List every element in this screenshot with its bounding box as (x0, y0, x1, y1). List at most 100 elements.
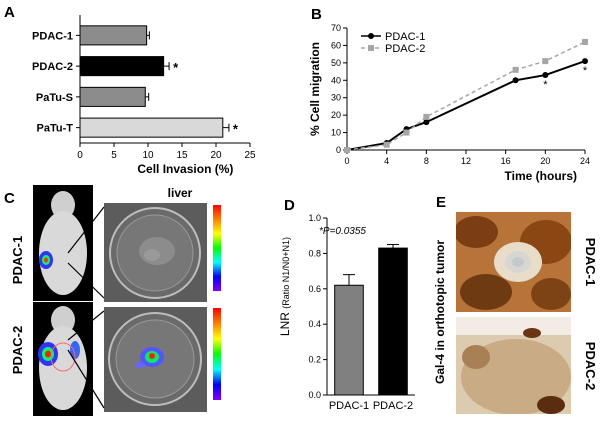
data-point-pdac-2 (403, 129, 410, 136)
bar-pdac-2 (79, 56, 165, 77)
legend-marker (368, 33, 374, 39)
x-tick-label-pdac-2: PDAC-2 (373, 400, 413, 412)
panel-c-liver-label-svg: liver (168, 186, 193, 200)
y-tick-label: 50 (331, 58, 341, 68)
y-tick-label: 0.0 (308, 390, 321, 400)
legend-label-pdac-2: PDAC-2 (385, 43, 425, 55)
x-tick-label: 8 (424, 156, 429, 166)
y-tick-label: 0 (336, 145, 341, 155)
bar-pdac-2 (378, 247, 408, 396)
panel-letter-c: C (4, 190, 15, 207)
x-tick-label: 15 (176, 150, 188, 161)
y-axis-label-main: LNR (278, 309, 292, 336)
panel-letter-d: D (284, 197, 295, 214)
y-tick-label: 60 (331, 40, 341, 50)
x-tick-label: 0 (344, 156, 349, 166)
legend-marker (368, 45, 374, 51)
panel-e-row-label-2-svg: PDAC-2 (583, 342, 598, 390)
significance-star: * (173, 60, 179, 75)
ihc-texture-2 (456, 317, 571, 414)
y-tick-label-patu-t: PaTu-T (37, 123, 74, 135)
data-point-pdac-2 (582, 38, 588, 45)
liver-label: liver (168, 186, 193, 200)
significance-star: * (583, 65, 588, 77)
liver-dish-2 (108, 312, 202, 406)
y-tick-label: 1.0 (308, 213, 321, 223)
bar-pdac-1 (79, 25, 148, 46)
scalebar-bottom (213, 308, 221, 400)
x-tick-label: 20 (210, 150, 222, 161)
y-tick-label: 0.2 (308, 355, 321, 365)
panel-e-ylabel-svg: Gal-4 in orthotopic tumor (433, 240, 447, 384)
y-axis-label: LNR (Ratio N1/N0+N1) (278, 237, 292, 336)
y-tick-label: 0.8 (308, 248, 321, 258)
y-axis-label: % Cell migration (308, 42, 322, 136)
y-tick-label: 10 (331, 128, 341, 138)
data-point-pdac-1 (423, 119, 430, 126)
chart-a-cell-invasion: PDAC-1 PDAC-2 * PaTu-S PaTu-T * 0 5 10 15 20 25 Cell… (32, 15, 256, 176)
panel-letter-e: E (436, 194, 447, 211)
x-axis-label: Time (hours) (505, 169, 577, 183)
x-tick-label-pdac-1: PDAC-1 (329, 400, 369, 412)
panel-letter-a: A (4, 4, 15, 21)
series-line-pdac-1 (346, 60, 586, 151)
bar-patu-t (79, 117, 224, 138)
ihc-image-pdac-1 (456, 212, 571, 312)
data-point-pdac-1 (512, 77, 519, 84)
y-tick-label: 70 (331, 23, 341, 33)
liver-dish-1 (109, 207, 201, 299)
x-tick-label: 4 (384, 156, 389, 166)
y-tick-label: 40 (331, 75, 341, 85)
data-point-pdac-1 (542, 72, 549, 79)
significance-star: * (233, 122, 239, 137)
mouse-image-pdac-1 (33, 185, 93, 301)
y-axis-label-sub: (Ratio N1/N0+N1) (281, 237, 291, 309)
x-tick-label: 10 (142, 150, 154, 161)
series-line-pdac-2 (346, 41, 586, 151)
panel-c-row-label-1: PDAC-1 (10, 236, 25, 284)
y-tick-label: 0.6 (308, 284, 321, 294)
scalebar-top (213, 205, 221, 291)
x-tick-label: 0 (77, 150, 83, 161)
y-tick-label-pdac-2: PDAC-2 (32, 61, 73, 73)
p-value-annotation: *P=0.0355 (319, 226, 366, 237)
liver-image-pdac-2 (104, 307, 207, 412)
mouse-body-1 (39, 191, 87, 295)
data-point-pdac-2 (423, 113, 430, 120)
panel-e-row-label-1-svg: PDAC-1 (583, 238, 598, 286)
bar-pdac-1 (334, 284, 364, 396)
ihc-image-pdac-2 (456, 317, 571, 414)
legend-label-pdac-1: PDAC-1 (385, 31, 425, 43)
data-point-pdac-2 (542, 58, 549, 65)
significance-star: * (543, 79, 548, 91)
x-axis-label: Cell Invasion (%) (137, 162, 233, 176)
mouse-image-pdac-2 (33, 302, 93, 416)
y-tick-label: 20 (331, 110, 341, 120)
panel-letter-b: B (311, 6, 322, 23)
panel-c-row-label-2-svg: PDAC-2 (10, 326, 25, 374)
y-tick-label-patu-s: PaTu-S (36, 92, 73, 104)
chart-d-lnr: PDAC-1 PDAC-2 0.0 0.2 0.4 0.6 0.8 1.0 *P=0.0355 L… (278, 213, 415, 412)
x-tick-label: 20 (540, 156, 550, 166)
x-tick-label: 5 (111, 150, 117, 161)
data-point-pdac-2 (512, 66, 519, 73)
data-point-pdac-2 (383, 141, 390, 148)
panel-e-ylabel: Gal-4 in orthotopic tumor (433, 240, 447, 384)
x-tick-label: 24 (580, 156, 590, 166)
panel-e-row-label-1: PDAC-1 (583, 238, 598, 286)
y-tick-label: 30 (331, 93, 341, 103)
bar-patu-s (79, 86, 146, 107)
panel-c-row-label-2: PDAC-2 (10, 326, 25, 374)
panel-e-row-label-2: PDAC-2 (583, 342, 598, 390)
ihc-texture-1 (456, 212, 571, 312)
x-tick-label: 25 (244, 150, 256, 161)
data-point-pdac-2 (344, 147, 350, 153)
x-tick-label: 12 (461, 156, 471, 166)
mouse-body-2 (38, 306, 87, 410)
data-point-pdac-1 (582, 58, 588, 65)
y-tick-label: 0.4 (308, 319, 321, 329)
y-tick-label-pdac-1: PDAC-1 (32, 30, 73, 42)
x-tick-label: 16 (501, 156, 511, 166)
panel-c-row-label-1-svg: PDAC-1 (10, 236, 25, 284)
